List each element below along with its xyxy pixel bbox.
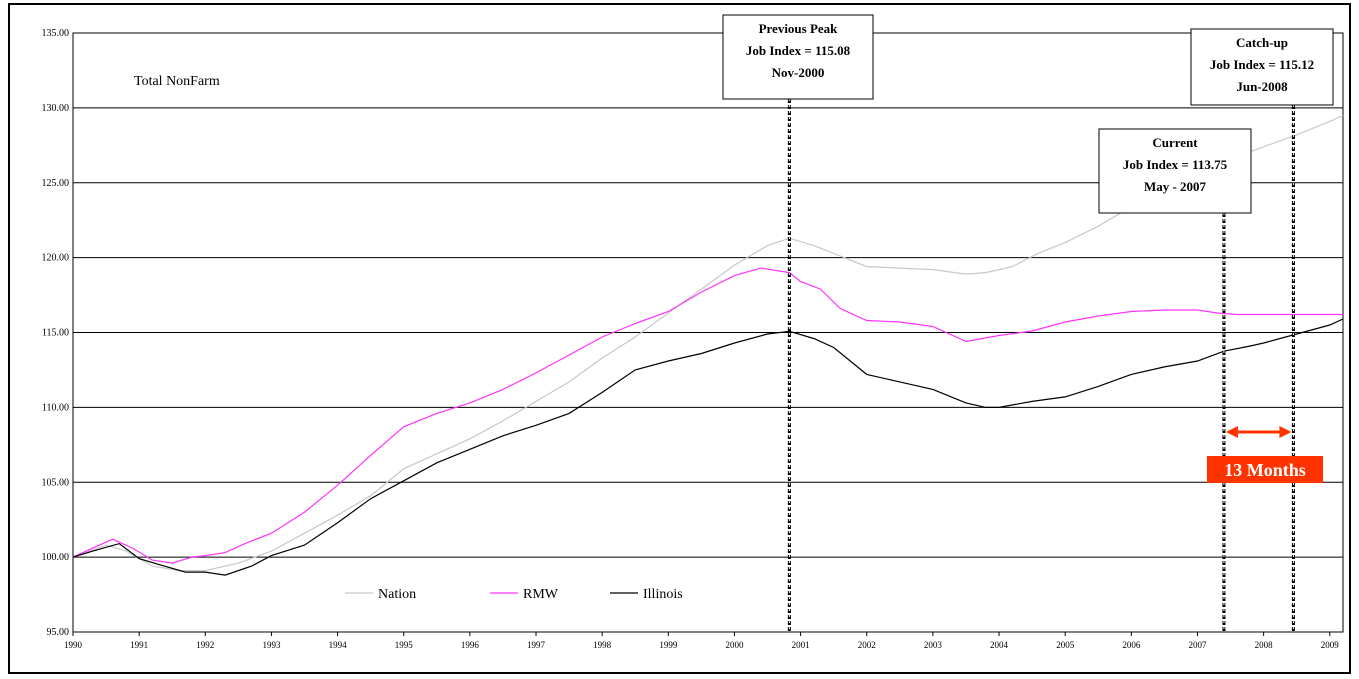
annotation-box — [1190, 28, 1334, 106]
annotation-text: Job Index = 115.12 — [1210, 57, 1314, 72]
series-line-rmw — [72, 267, 1343, 564]
x-tick-label: 1992 — [196, 640, 214, 650]
x-tick-label: 1998 — [593, 640, 612, 650]
x-tick-label: 1991 — [130, 640, 148, 650]
span-arrow-left-head — [1225, 426, 1238, 438]
span-arrow-right-head — [1279, 426, 1292, 438]
y-tick-label: 115.00 — [42, 328, 69, 339]
y-tick-label: 100.00 — [42, 552, 70, 563]
x-tick-label: 2003 — [924, 640, 943, 650]
y-tick-label: 95.00 — [47, 627, 70, 638]
x-tick-label: 2009 — [1321, 640, 1340, 650]
x-tick-label: 2007 — [1188, 640, 1207, 650]
x-tick-label: 1999 — [659, 640, 678, 650]
y-tick-label: 120.00 — [42, 253, 70, 264]
annotation-text: Catch-up — [1236, 35, 1288, 50]
annotation-text: May - 2007 — [1144, 179, 1207, 194]
x-tick-label: 1997 — [527, 640, 546, 650]
x-tick-label: 2005 — [1056, 640, 1075, 650]
annotation-text: Jun-2008 — [1236, 79, 1288, 94]
chart-title: Total NonFarm — [134, 74, 220, 89]
y-tick-label: 105.00 — [42, 477, 70, 488]
span-label-box — [1207, 456, 1323, 483]
legend-label: Nation — [378, 587, 416, 602]
x-tick-label: 2006 — [1122, 640, 1141, 650]
x-tick-label: 1990 — [64, 640, 83, 650]
annotation-text: Previous Peak — [759, 21, 839, 36]
x-tick-label: 1995 — [395, 640, 414, 650]
legend-label: Illinois — [643, 587, 683, 602]
series-line-illinois — [72, 318, 1344, 576]
annotation-text: Job Index = 113.75 — [1123, 157, 1228, 172]
x-tick-label: 2002 — [858, 640, 876, 650]
annotation-text: Current — [1152, 135, 1198, 150]
y-tick-label: 130.00 — [42, 103, 70, 114]
annotation-text: Job Index = 115.08 — [746, 43, 851, 58]
x-tick-label: 2001 — [792, 640, 810, 650]
x-tick-label: 2000 — [725, 640, 744, 650]
x-tick-label: 1996 — [461, 640, 480, 650]
y-tick-label: 135.00 — [42, 28, 70, 39]
y-tick-label: 125.00 — [42, 178, 70, 189]
annotation-box — [722, 14, 874, 100]
annotation-text: Nov-2000 — [772, 65, 825, 80]
x-tick-label: 2004 — [990, 640, 1009, 650]
x-tick-label: 1994 — [329, 640, 348, 650]
legend-label: RMW — [523, 587, 559, 602]
y-tick-label: 110.00 — [42, 402, 69, 413]
span-label: 13 Months — [1224, 460, 1306, 480]
x-tick-label: 2008 — [1255, 640, 1274, 650]
x-tick-label: 1993 — [262, 640, 281, 650]
annotation-box — [1098, 128, 1252, 214]
